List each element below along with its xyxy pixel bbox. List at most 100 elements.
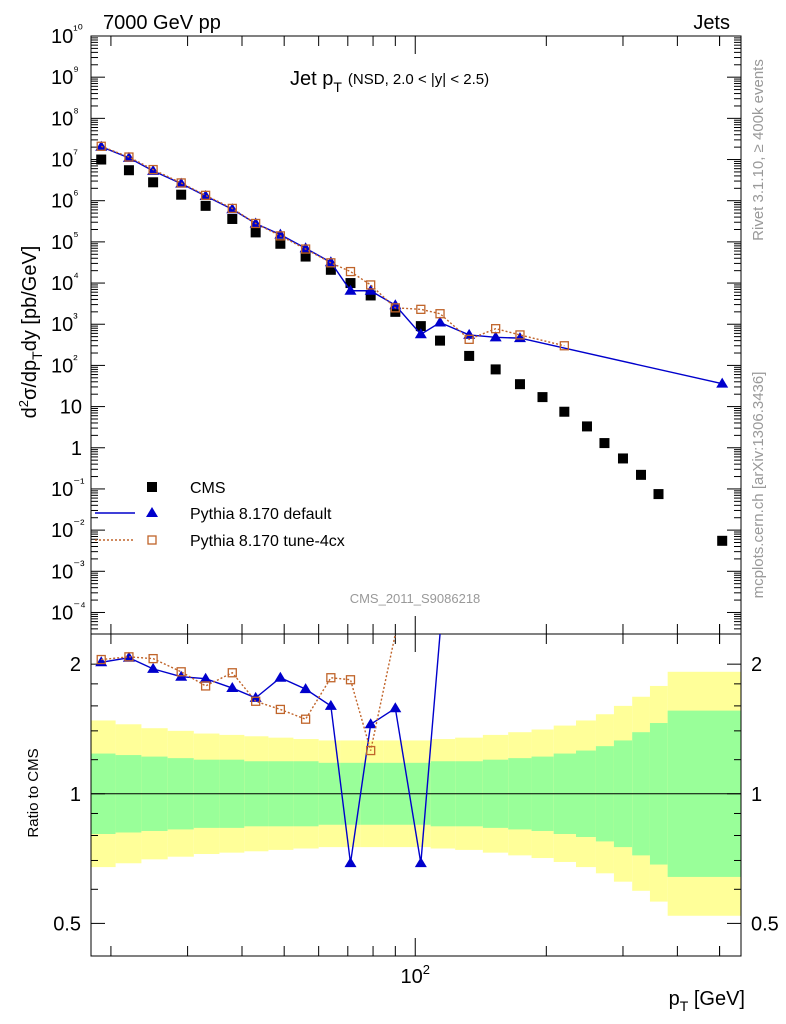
- ratio-y-tick-label: 2: [751, 654, 762, 676]
- data-point: [490, 364, 501, 375]
- y-tick-label: 10: [60, 397, 82, 419]
- y-tick-label: 10⁹: [51, 63, 79, 89]
- data-point: [716, 377, 729, 388]
- data-point: [415, 321, 426, 332]
- data-point: [176, 667, 186, 677]
- data-point: [345, 278, 356, 289]
- data-point: [390, 303, 400, 313]
- data-point: [300, 714, 311, 724]
- x-tick-label: 102: [401, 962, 430, 988]
- data-point: [200, 681, 211, 691]
- data-point: [251, 218, 261, 229]
- data-point: [491, 324, 501, 334]
- main-frame: [90, 35, 742, 635]
- legend-label: Pythia 8.170 tune-4cx: [190, 533, 345, 550]
- ratio-axis-label: Ratio to CMS: [25, 748, 42, 837]
- legend: CMS Pythia 8.170 default Pythia 8.170 tune…: [95, 480, 345, 550]
- data-point: [416, 304, 426, 314]
- data-point: [299, 683, 312, 694]
- chart-title: Jet pT (NSD, 2.0 < |y| < 2.5): [290, 68, 489, 95]
- data-point: [226, 682, 239, 693]
- series-line: [101, 633, 397, 751]
- data-point: [434, 316, 447, 327]
- legend-label: CMS: [190, 480, 226, 497]
- data-point: [464, 350, 475, 361]
- y-tick-label: 10⁻⁴: [51, 598, 86, 624]
- data-point: [274, 228, 287, 239]
- data-point: [364, 284, 377, 295]
- data-point: [96, 654, 106, 665]
- ratio-ticks: 102 0.5 0.5 1 1 2 2: [53, 36, 779, 988]
- data-point: [300, 244, 311, 254]
- data-point: [581, 421, 592, 432]
- legend-marker: [147, 482, 157, 492]
- data-point: [275, 231, 286, 241]
- mcplots-label: mcplots.cern.ch [arXiv:1306.3436]: [750, 372, 767, 599]
- legend-marker: [146, 507, 158, 517]
- series-line: [100, 146, 723, 385]
- data-point: [148, 653, 158, 664]
- ratio-y-tick-label: 0.5: [751, 913, 779, 935]
- data-point: [324, 699, 337, 710]
- series-line: [100, 145, 565, 347]
- data-point: [599, 438, 610, 449]
- data-point: [227, 203, 237, 214]
- data-point: [275, 238, 286, 249]
- data-point: [636, 469, 647, 480]
- data-point: [537, 392, 548, 403]
- data-point: [559, 406, 570, 417]
- data-point: [122, 651, 135, 662]
- data-point: [513, 332, 526, 343]
- data-point: [326, 673, 336, 683]
- analysis-watermark: CMS_2011_S9086218: [350, 591, 481, 606]
- y-tick-label: 1: [71, 438, 82, 460]
- data-point: [250, 227, 261, 238]
- y-tick-label: 10⁶: [51, 187, 79, 213]
- data-point: [345, 675, 356, 685]
- data-point: [559, 341, 569, 351]
- header-left: 7000 GeV pp: [103, 12, 221, 34]
- data-point: [96, 141, 106, 151]
- y-tick-label: 10⁻¹: [51, 475, 85, 501]
- data-point: [124, 652, 134, 662]
- y-tick-label: 10¹⁰: [51, 22, 83, 48]
- ratio-panel-frame: [90, 633, 742, 957]
- header-right: Jets: [693, 12, 730, 34]
- data-point: [325, 264, 336, 275]
- data-point: [344, 857, 357, 868]
- data-point: [95, 140, 108, 151]
- data-point: [299, 242, 312, 253]
- data-point: [366, 745, 376, 756]
- y-tick-label: 10⁻³: [51, 557, 85, 583]
- data-point: [176, 178, 186, 188]
- main-series: [95, 140, 729, 546]
- ratio-frame: [90, 633, 742, 957]
- legend-label: Pythia 8.170 default: [190, 506, 332, 523]
- y-axis-label: d2σ/dpTdy [pb/GeV]: [16, 246, 45, 419]
- main-panel-frame: [90, 35, 742, 635]
- data-point: [414, 857, 427, 868]
- data-point: [199, 672, 212, 683]
- data-point: [514, 379, 525, 390]
- y-tick-label: 10⁻²: [51, 516, 85, 542]
- main-ticks: 10⁻⁴ 10⁻³ 10⁻² 10⁻¹ 1 10 10² 10³ 10⁴ 10⁵ 10⁶ 10⁷ 10⁸…: [51, 22, 741, 635]
- ratio-y-tick-label: 1: [70, 784, 81, 806]
- data-point: [489, 331, 502, 342]
- data-point: [227, 668, 237, 678]
- data-point: [344, 284, 357, 295]
- data-point: [123, 165, 134, 176]
- data-point: [251, 696, 261, 706]
- data-point: [435, 335, 446, 346]
- data-point: [326, 258, 336, 268]
- ratio-y-tick-label: 2: [70, 654, 81, 676]
- data-point: [617, 453, 628, 464]
- data-point: [345, 266, 356, 277]
- data-point: [148, 164, 158, 175]
- data-point: [176, 189, 187, 200]
- y-tick-label: 10⁴: [51, 269, 79, 295]
- data-point: [175, 177, 188, 188]
- data-point: [365, 290, 376, 301]
- data-point: [653, 489, 664, 500]
- data-point: [364, 718, 377, 729]
